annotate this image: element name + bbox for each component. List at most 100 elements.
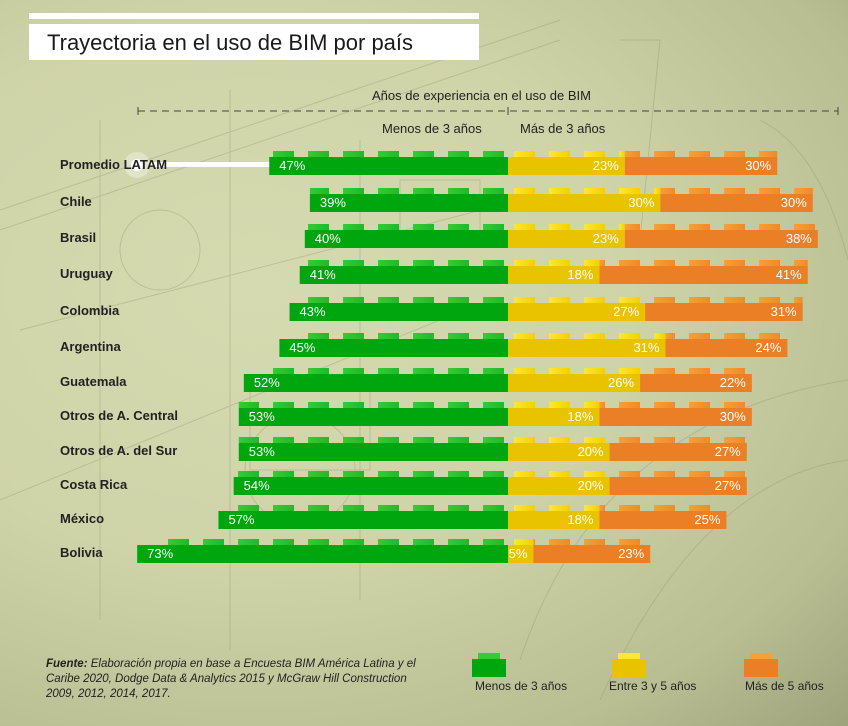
bar-stud [448, 151, 469, 157]
bar-segment-entre-3-5 [508, 266, 600, 284]
bar-stud [724, 333, 745, 339]
source-label: Fuente: [46, 658, 88, 670]
bar-stud [273, 151, 294, 157]
bar-segment-entre-3-5 [508, 545, 534, 563]
bar-stud [599, 260, 605, 266]
bar-row: 41% 18% 41% [299, 260, 808, 284]
bar-stud [378, 188, 399, 194]
category-label: Bolivia [60, 545, 103, 560]
value-label-menos-3: 41% [310, 267, 336, 282]
legend-swatch-yellow-brick-icon [612, 653, 646, 677]
value-label-mas-5: 22% [720, 375, 746, 390]
bar-stud [689, 224, 710, 230]
bar-segment-mas-5 [533, 545, 651, 563]
value-label-entre-3-5: 30% [628, 195, 654, 210]
bar-segment-menos-3 [304, 230, 508, 248]
bar-segment-menos-3 [238, 443, 508, 461]
value-label-mas-5: 31% [771, 304, 797, 319]
bar-stud [794, 297, 803, 303]
bar-segment-entre-3-5 [508, 374, 641, 392]
bar-stud [549, 224, 570, 230]
bar-row: 53% 18% 30% [238, 402, 752, 426]
bar-stud [483, 437, 504, 443]
bar-stud [483, 471, 504, 477]
bar-stud [273, 539, 294, 545]
bar-stud [584, 151, 605, 157]
bar-stud [549, 505, 570, 511]
bar-stud [514, 224, 535, 230]
legend-item-entre-3-5: Entre 3 y 5 años [609, 653, 696, 693]
bar-stud [413, 188, 434, 194]
value-label-entre-3-5: 18% [567, 267, 593, 282]
bar-stud [413, 368, 434, 374]
value-label-menos-3: 57% [228, 512, 254, 527]
bar-stud [654, 333, 666, 339]
bar-stud [724, 368, 745, 374]
bar-stud [759, 297, 780, 303]
category-label: Costa Rica [60, 477, 128, 492]
value-label-mas-5: 38% [786, 231, 812, 246]
bar-stud [724, 471, 745, 477]
bar-segment-mas-5 [624, 230, 818, 248]
bar-row: 40% 23% 38% [304, 224, 818, 248]
category-label: México [60, 511, 105, 526]
bar-row: 43% 27% 31% [289, 297, 803, 321]
bar-stud [413, 224, 434, 230]
bar-row: 57% 18% 25% [218, 505, 727, 529]
bar-stud [514, 151, 535, 157]
bar-stud [448, 402, 469, 408]
bar-stud [619, 471, 640, 477]
bar-stud [549, 151, 570, 157]
bar-stud [584, 437, 605, 443]
bar-row: 52% 26% 22% [243, 368, 752, 392]
bar-stud [448, 333, 469, 339]
bar-stud [413, 471, 434, 477]
bar-stud [514, 368, 535, 374]
bar-stud [599, 402, 605, 408]
bar-stud [584, 368, 605, 374]
bar-stud [514, 471, 535, 477]
bar-stud [448, 505, 469, 511]
bar-stud [794, 188, 813, 194]
value-label-menos-3: 54% [244, 478, 270, 493]
value-label-entre-3-5: 26% [608, 375, 634, 390]
value-label-menos-3: 47% [279, 158, 305, 173]
bar-stud [549, 437, 570, 443]
value-label-menos-3: 53% [249, 444, 275, 459]
bar-stud [378, 260, 399, 266]
bar-stud [654, 437, 675, 443]
bar-stud [724, 297, 745, 303]
bar-segment-menos-3 [279, 339, 508, 357]
bar-stud [549, 539, 570, 545]
bar-stud [343, 471, 364, 477]
bar-segment-entre-3-5 [508, 157, 625, 175]
value-label-entre-3-5: 31% [633, 340, 659, 355]
bar-stud [514, 402, 535, 408]
value-label-mas-5: 30% [781, 195, 807, 210]
bar-segment-entre-3-5 [508, 230, 625, 248]
bar-stud [689, 505, 710, 511]
bar-stud [308, 471, 329, 477]
bar-row: 53% 20% 27% [238, 437, 747, 461]
value-label-mas-5: 30% [745, 158, 771, 173]
bar-stud [483, 297, 504, 303]
bar-stud [448, 297, 469, 303]
bar-stud [308, 368, 329, 374]
bar-stud [483, 368, 504, 374]
bar-stud [378, 333, 399, 339]
value-label-entre-3-5: 20% [578, 444, 604, 459]
value-label-menos-3: 40% [315, 231, 341, 246]
bar-stud [654, 505, 675, 511]
bar-stud [514, 188, 535, 194]
bar-stud [689, 151, 710, 157]
bar-row: 47% 23% 30% [269, 151, 778, 175]
bar-stud [724, 260, 745, 266]
latam-highlight-line [150, 162, 270, 167]
bar-stud [343, 188, 364, 194]
value-label-menos-3: 53% [249, 409, 275, 424]
bar-stud [794, 260, 808, 266]
bar-stud [619, 260, 640, 266]
bar-stud [689, 260, 710, 266]
bar-stud [308, 297, 329, 303]
bar-stud [619, 437, 640, 443]
